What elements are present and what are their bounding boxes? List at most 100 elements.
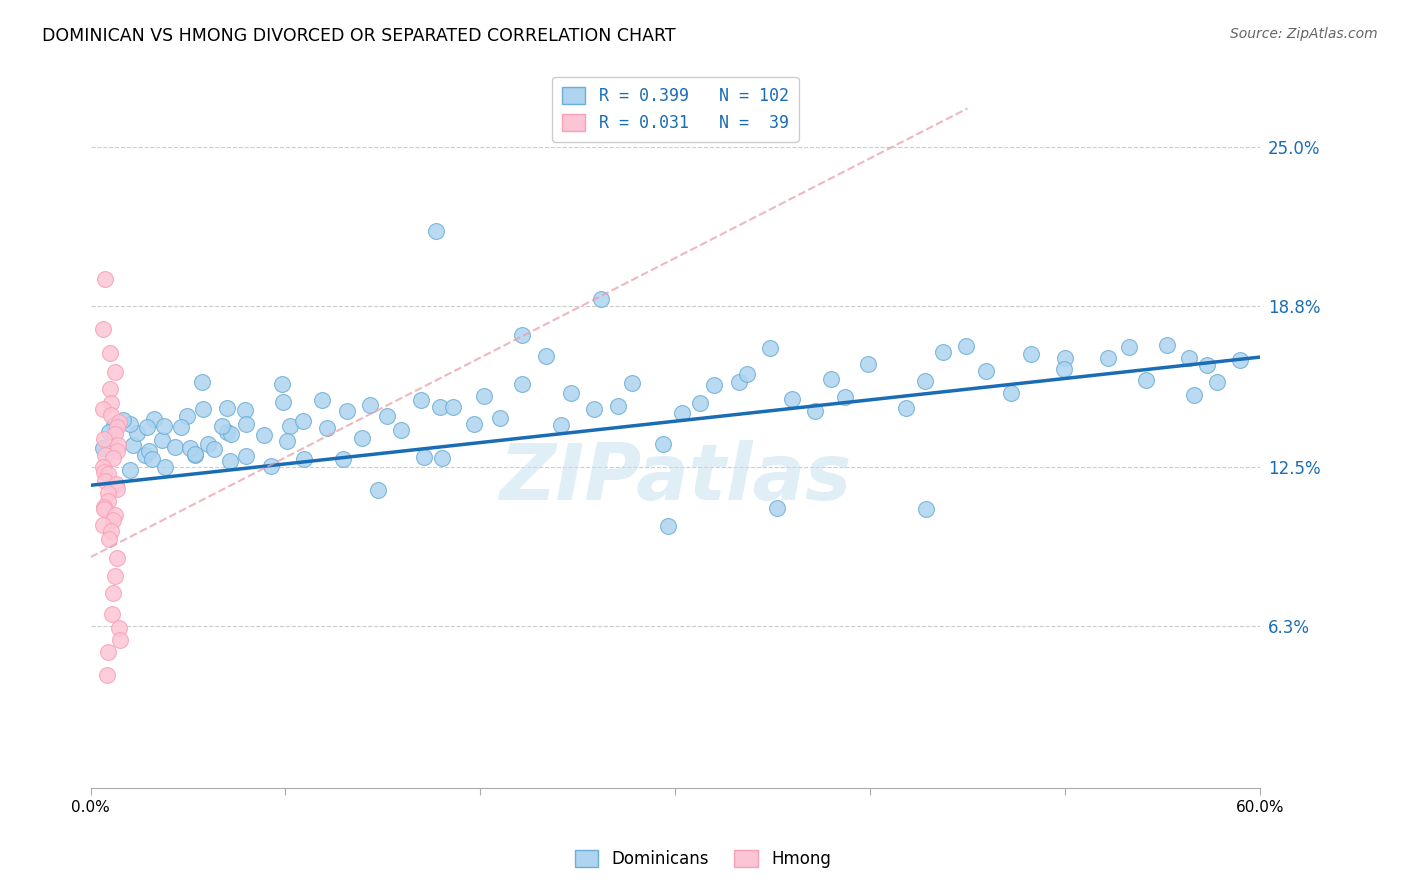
Legend: Dominicans, Hmong: Dominicans, Hmong (568, 843, 838, 875)
Point (202, 442, 225, 456)
Point (413, 450, 436, 464)
Point (311, 392, 333, 407)
Point (91, 460, 114, 475)
Point (253, 427, 276, 442)
Point (915, 502, 938, 516)
Point (93, 441, 115, 455)
Point (105, 444, 128, 458)
Point (184, 447, 207, 461)
Point (105, 550, 128, 565)
Point (1097, 351, 1119, 365)
Point (235, 417, 257, 432)
Point (621, 376, 644, 390)
Point (105, 420, 128, 434)
Point (103, 451, 125, 466)
Point (834, 390, 856, 404)
Point (101, 586, 124, 600)
Point (94, 448, 117, 462)
Point (689, 395, 711, 409)
Point (472, 389, 495, 403)
Point (176, 409, 198, 423)
Point (1229, 352, 1251, 367)
Point (184, 448, 207, 462)
Point (389, 423, 412, 437)
Point (430, 450, 453, 465)
Point (97, 494, 120, 508)
Point (217, 425, 239, 439)
Point (703, 378, 725, 392)
Point (97, 486, 120, 500)
Point (589, 292, 612, 306)
Point (583, 401, 606, 416)
Point (359, 398, 381, 412)
Point (657, 519, 679, 533)
Point (271, 377, 294, 392)
Point (1177, 351, 1199, 365)
Point (94, 271, 117, 285)
Point (104, 477, 127, 491)
Point (560, 385, 582, 400)
Point (197, 436, 219, 450)
Point (271, 395, 294, 409)
Point (107, 438, 129, 452)
Point (315, 420, 337, 434)
Point (463, 417, 485, 431)
Point (737, 368, 759, 382)
Point (489, 411, 512, 425)
Point (607, 399, 630, 413)
Point (211, 418, 233, 433)
Point (409, 392, 432, 407)
Point (550, 417, 572, 432)
Point (441, 400, 464, 414)
Point (179, 442, 201, 456)
Point (291, 413, 314, 427)
Point (142, 412, 165, 426)
Point (96, 667, 118, 681)
Point (155, 460, 177, 475)
Point (98, 382, 121, 396)
Point (93, 502, 115, 516)
Point (100, 524, 122, 538)
Point (1197, 358, 1219, 372)
Point (122, 438, 145, 452)
Point (367, 483, 389, 497)
Point (105, 482, 128, 496)
Point (856, 357, 879, 371)
Point (91, 321, 114, 335)
Text: ZIPatlas: ZIPatlas (499, 440, 851, 516)
Point (292, 451, 315, 466)
Point (193, 401, 215, 416)
Text: Source: ZipAtlas.com: Source: ZipAtlas.com (1230, 27, 1378, 41)
Point (955, 339, 977, 353)
Point (425, 225, 447, 239)
Point (93, 432, 115, 446)
Point (98, 533, 121, 547)
Point (120, 417, 142, 431)
Point (150, 434, 173, 448)
Point (163, 440, 186, 454)
Point (104, 426, 127, 441)
Point (1156, 337, 1178, 351)
Point (215, 401, 238, 416)
Point (218, 454, 240, 468)
Point (97, 645, 120, 659)
Point (136, 420, 159, 434)
Point (94, 474, 117, 488)
Point (1000, 386, 1022, 401)
Point (108, 415, 131, 429)
Point (766, 500, 789, 515)
Point (108, 632, 131, 647)
Point (138, 443, 160, 458)
Point (429, 400, 451, 414)
Point (1118, 340, 1140, 354)
Text: DOMINICAN VS HMONG DIVORCED OR SEPARATED CORRELATION CHART: DOMINICAN VS HMONG DIVORCED OR SEPARATED… (42, 27, 676, 45)
Point (191, 375, 214, 389)
Point (97, 467, 120, 481)
Point (153, 418, 176, 433)
Point (332, 452, 354, 467)
Point (233, 402, 256, 417)
Point (235, 449, 257, 463)
Point (671, 406, 693, 420)
Point (1182, 388, 1205, 402)
Point (100, 408, 122, 422)
